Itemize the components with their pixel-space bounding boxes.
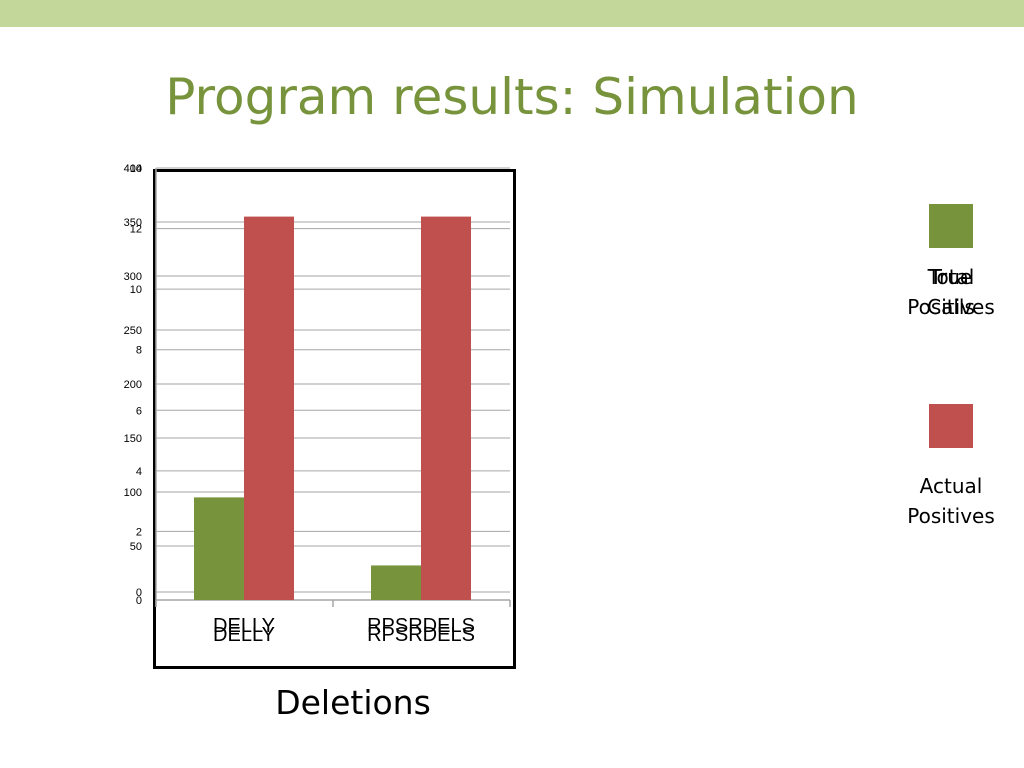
bar-chart: 0 50 100 150 200 250 300 350 400 0 2 4 6 8 10 12 14 DELLY… bbox=[124, 163, 511, 646]
x-category-label-secondary-0: DELLY bbox=[213, 624, 275, 646]
y-tick-label-primary-8: 400 bbox=[124, 163, 142, 175]
x-category-label-primary-0: DELLY bbox=[213, 615, 275, 637]
y-tick-label-primary-6: 300 bbox=[124, 271, 142, 283]
y-tick-label-primary-3: 150 bbox=[124, 433, 142, 445]
x-category-label-primary-1: RPSRDELS bbox=[367, 615, 475, 637]
y-tick-label-secondary-2: 4 bbox=[136, 466, 142, 478]
y-tick-label-secondary-6: 12 bbox=[130, 224, 142, 236]
y-tick-label-secondary-0: 0 bbox=[136, 587, 142, 599]
y-tick-label-primary-1: 50 bbox=[130, 541, 142, 553]
y-tick-label-primary-2: 100 bbox=[124, 487, 142, 499]
y-tick-label-secondary-7: 14 bbox=[130, 163, 142, 175]
y-tick-label-secondary-3: 6 bbox=[136, 405, 142, 417]
chart-caption: Deletions bbox=[275, 683, 431, 722]
chart-frame bbox=[153, 169, 516, 669]
top-accent-band bbox=[0, 0, 1024, 27]
y-tick-label-secondary-1: 2 bbox=[136, 526, 142, 538]
legend-label-total-calls: Total Calls bbox=[927, 265, 975, 319]
slide-title: Program results: Simulation bbox=[165, 68, 859, 126]
bar-total-calls-1 bbox=[371, 565, 421, 600]
y-tick-label-primary-0: 0 bbox=[136, 595, 142, 607]
bar-total-calls-0 bbox=[194, 497, 244, 600]
legend-swatch-total-calls bbox=[929, 204, 973, 248]
y-tick-label-primary-7: 350 bbox=[124, 217, 142, 229]
y-tick-label-secondary-5: 10 bbox=[130, 284, 142, 296]
legend-label-true-positives: True Positives bbox=[907, 265, 995, 319]
y-tick-label-primary-5: 250 bbox=[124, 325, 142, 337]
legend-swatch-actual-positives bbox=[929, 404, 973, 448]
bar-actual-positives-0 bbox=[244, 216, 294, 600]
legend-label-actual-positives: Actual Positives bbox=[907, 474, 995, 528]
bar-actual-positives-1 bbox=[421, 216, 471, 600]
y-tick-label-primary-4: 200 bbox=[124, 379, 142, 391]
y-tick-label-secondary-4: 8 bbox=[136, 345, 142, 357]
x-category-label-secondary-1: RPSRDELS bbox=[367, 624, 475, 646]
